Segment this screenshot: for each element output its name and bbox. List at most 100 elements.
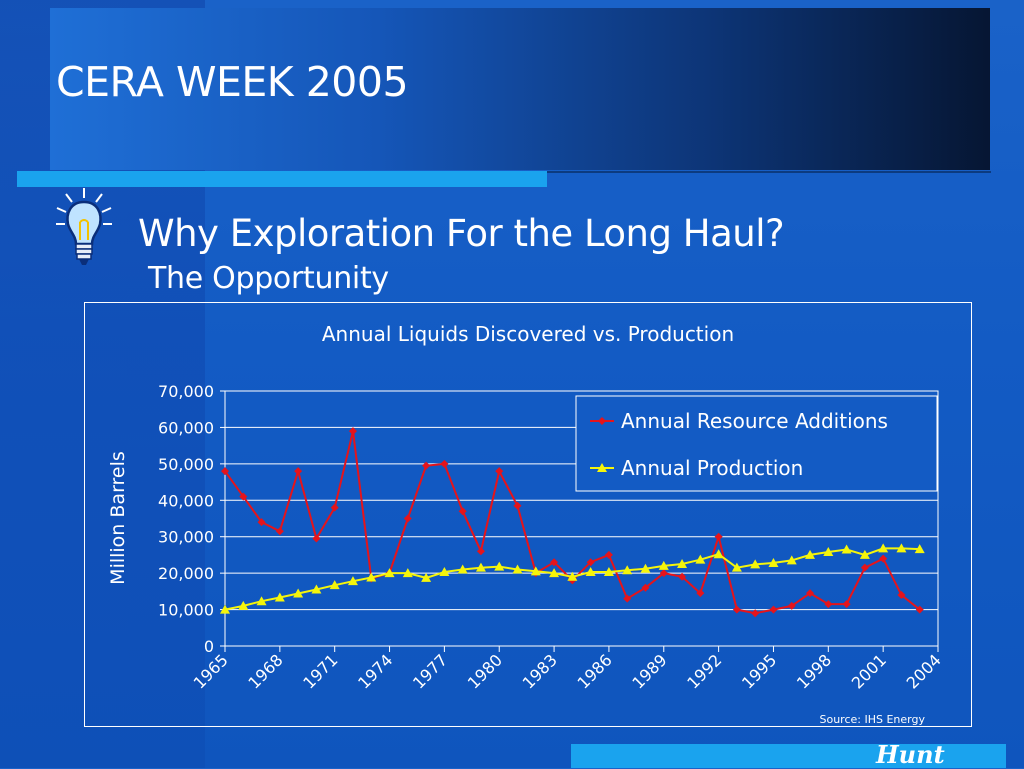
point-production xyxy=(914,544,925,554)
point-production xyxy=(878,543,889,553)
point-additions xyxy=(678,572,687,581)
point-additions xyxy=(842,600,851,609)
point-production xyxy=(768,557,779,567)
point-production xyxy=(640,563,651,573)
point-production xyxy=(603,567,614,577)
point-production xyxy=(549,568,560,578)
point-production xyxy=(256,596,267,606)
x-tick-label: 1977 xyxy=(409,650,451,692)
point-additions xyxy=(312,534,321,543)
point-additions xyxy=(221,467,229,476)
legend-marker xyxy=(597,463,607,472)
lightbulb-icon xyxy=(56,188,112,265)
point-additions xyxy=(751,609,760,618)
slide-title: CERA WEEK 2005 xyxy=(56,58,409,106)
point-additions xyxy=(458,507,467,516)
point-production xyxy=(695,554,706,564)
point-production xyxy=(439,567,450,577)
point-additions xyxy=(586,558,595,567)
point-production xyxy=(274,592,285,602)
x-tick-label: 1989 xyxy=(628,650,670,692)
point-production xyxy=(457,564,468,574)
point-production xyxy=(238,600,249,610)
point-additions xyxy=(732,605,741,614)
point-production xyxy=(421,572,432,582)
point-additions xyxy=(879,554,888,563)
point-additions xyxy=(422,461,431,470)
point-additions xyxy=(495,467,504,476)
point-production xyxy=(658,560,669,570)
slide-heading: Why Exploration For the Long Haul? xyxy=(138,212,785,255)
point-production xyxy=(512,564,523,574)
point-production xyxy=(384,568,395,578)
point-additions xyxy=(348,427,357,436)
point-production xyxy=(677,559,688,569)
point-additions xyxy=(714,532,723,541)
point-additions xyxy=(641,583,650,592)
point-production xyxy=(731,562,742,572)
point-additions xyxy=(275,527,284,536)
point-production xyxy=(750,559,761,569)
y-tick-label: 20,000 xyxy=(158,564,214,583)
plot-area xyxy=(224,390,939,647)
point-production xyxy=(859,549,870,559)
x-tick-label: 1980 xyxy=(464,650,506,692)
y-tick-label: 0 xyxy=(204,637,214,656)
point-production xyxy=(713,549,724,559)
point-production xyxy=(786,555,797,565)
y-tick-label: 50,000 xyxy=(158,455,214,474)
y-tick-label: 40,000 xyxy=(158,491,214,510)
point-additions xyxy=(239,492,248,501)
point-additions xyxy=(440,459,449,468)
point-additions xyxy=(257,518,266,527)
footer-accent-bar xyxy=(571,744,1006,768)
header-panel xyxy=(50,8,990,170)
point-additions xyxy=(604,550,613,559)
point-production xyxy=(311,584,322,594)
x-tick-label: 2004 xyxy=(903,650,945,692)
legend xyxy=(575,395,938,492)
point-production xyxy=(220,604,230,614)
y-tick-label: 60,000 xyxy=(158,418,214,437)
source-note: Source: IHS Energy xyxy=(820,713,926,726)
y-tick-label: 30,000 xyxy=(158,528,214,547)
point-additions xyxy=(476,547,485,556)
legend-label: Annual Resource Additions xyxy=(621,409,888,433)
point-production xyxy=(622,565,633,575)
x-tick-label: 1965 xyxy=(190,650,232,692)
point-additions xyxy=(787,601,796,610)
company-logo: Hunt xyxy=(876,740,945,769)
point-production xyxy=(293,588,304,598)
point-additions xyxy=(659,569,668,578)
point-production xyxy=(567,571,578,581)
point-production xyxy=(585,567,596,577)
x-tick-label: 1995 xyxy=(738,650,780,692)
point-production xyxy=(841,544,852,554)
x-tick-label: 1992 xyxy=(683,650,725,692)
header-divider xyxy=(547,171,991,173)
point-additions xyxy=(330,503,339,512)
point-additions xyxy=(769,605,778,614)
x-tick-label: 1974 xyxy=(354,650,396,692)
x-tick-label: 1971 xyxy=(299,650,341,692)
y-axis-label: Million Barrels xyxy=(107,451,129,585)
point-production xyxy=(823,547,834,557)
point-additions xyxy=(513,501,522,510)
point-production xyxy=(402,568,413,578)
x-tick-label: 1998 xyxy=(793,650,835,692)
point-additions xyxy=(623,594,632,603)
point-additions xyxy=(696,589,705,598)
point-production xyxy=(494,561,505,571)
point-additions xyxy=(860,563,869,572)
header-accent-bar xyxy=(17,171,547,187)
point-additions xyxy=(824,600,833,609)
chart-title: Annual Liquids Discovered vs. Production xyxy=(322,322,734,346)
legend-label: Annual Production xyxy=(621,456,803,480)
point-additions xyxy=(550,558,559,567)
point-production xyxy=(475,562,486,572)
point-additions xyxy=(806,589,815,598)
chart-frame xyxy=(84,302,972,727)
point-production xyxy=(896,543,907,553)
point-production xyxy=(805,549,816,559)
